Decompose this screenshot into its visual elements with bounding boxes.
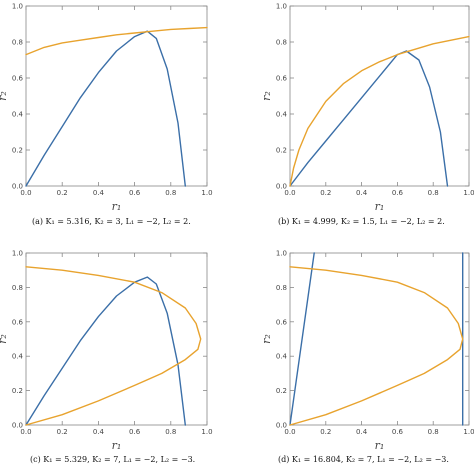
x-tick-label: 0.2 (320, 189, 331, 197)
y-tick-label: 0.2 (276, 147, 287, 155)
y-axis-label: r₂ (0, 334, 9, 344)
panel-0: 0.0 0.2 0.4 0.6 0.8 1.0 0.0 0.2 0.4 0.6 0.8 1.0 r₁ r₂… (0, 3, 213, 227)
y-tick-label: 0.4 (12, 111, 24, 119)
y-axis-label: r₂ (0, 91, 9, 101)
y-tick-label: 0.2 (12, 147, 23, 155)
y-tick-label: 0.0 (12, 183, 23, 191)
plot-frame (25, 252, 208, 426)
y-tick-label: 0.0 (276, 422, 287, 430)
panel-3: 0.0 0.2 0.4 0.6 0.8 1.0 0.0 0.2 0.4 0.6 0.8 1.0 r₁ r₂… (260, 250, 474, 465)
y-tick-label: 0.6 (12, 75, 24, 83)
x-tick-label: 1.0 (201, 428, 212, 436)
y-tick-label: 0.2 (12, 387, 23, 395)
y-tick-label: 0.0 (12, 422, 23, 430)
x-tick-label: 0.2 (57, 428, 68, 436)
x-tick-label: 0.8 (165, 189, 176, 197)
x-tick-label: 0.2 (320, 428, 331, 436)
x-axis-label: r₁ (375, 439, 385, 452)
panel-2: 0.0 0.2 0.4 0.6 0.8 1.0 0.0 0.2 0.4 0.6 0.8 1.0 r₁ r₂… (0, 250, 213, 465)
x-tick-label: 0.8 (428, 428, 439, 436)
series-line-0 (25, 276, 187, 426)
x-tick-label: 0.0 (20, 428, 31, 436)
x-axis-label: r₁ (112, 200, 122, 213)
series-line-1 (25, 26, 208, 56)
panel-1: 0.0 0.2 0.4 0.6 0.8 1.0 0.0 0.2 0.4 0.6 0.8 1.0 r₁ r₂… (260, 3, 474, 227)
y-tick-label: 1.0 (12, 250, 23, 258)
y-tick-label: 0.4 (276, 353, 288, 361)
y-tick-label: 0.0 (276, 183, 287, 191)
y-tick-label: 0.4 (276, 111, 288, 119)
plot-frame (289, 5, 470, 187)
panel-caption: (a) K₁ = 5.316, K₂ = 3, L₁ = −2, L₂ = 2. (32, 217, 191, 226)
x-tick-label: 0.6 (392, 189, 404, 197)
plot-frame (289, 252, 470, 426)
x-tick-label: 0.6 (392, 428, 404, 436)
plot-frame (25, 5, 208, 187)
y-tick-label: 0.4 (12, 353, 24, 361)
x-tick-label: 0.4 (356, 428, 368, 436)
x-tick-label: 0.8 (165, 428, 176, 436)
y-tick-label: 0.6 (276, 75, 288, 83)
y-tick-label: 1.0 (12, 3, 23, 11)
y-tick-label: 0.8 (276, 39, 287, 47)
y-tick-label: 0.2 (276, 387, 287, 395)
y-tick-label: 0.6 (276, 318, 288, 326)
x-tick-label: 0.4 (93, 428, 105, 436)
series-line-0 (25, 30, 187, 187)
panel-caption: (b) K₁ = 4.999, K₂ = 1.5, L₁ = −2, L₂ = … (278, 217, 445, 226)
y-tick-label: 1.0 (276, 250, 287, 258)
series-line-0 (289, 50, 449, 187)
series-line-2 (289, 266, 464, 426)
x-tick-label: 1.0 (463, 428, 474, 436)
x-tick-label: 0.0 (284, 189, 295, 197)
y-tick-label: 0.6 (12, 318, 24, 326)
x-tick-label: 0.2 (57, 189, 68, 197)
y-tick-label: 0.8 (12, 39, 23, 47)
series-line-1 (289, 35, 470, 187)
x-tick-label: 1.0 (201, 189, 212, 197)
panel-caption: (d) K₁ = 16.804, K₂ = 7, L₁ = −2, L₂ = −… (278, 455, 449, 464)
x-tick-label: 0.8 (428, 189, 439, 197)
x-tick-label: 0.0 (284, 428, 295, 436)
x-tick-label: 0.0 (20, 189, 31, 197)
y-tick-label: 0.8 (12, 284, 23, 292)
x-axis-label: r₁ (375, 200, 385, 213)
x-tick-label: 0.4 (93, 189, 105, 197)
y-tick-label: 0.8 (276, 284, 287, 292)
x-tick-label: 0.4 (356, 189, 368, 197)
y-axis-label: r₂ (260, 91, 273, 101)
panel-caption: (c) K₁ = 5.329, K₂ = 7, L₁ = −2, L₂ = −3… (30, 455, 195, 464)
y-axis-label: r₂ (260, 334, 273, 344)
y-tick-label: 1.0 (276, 3, 287, 11)
series-line-1 (25, 266, 202, 426)
x-tick-label: 0.6 (129, 428, 141, 436)
x-axis-label: r₁ (112, 439, 122, 452)
x-tick-label: 0.6 (129, 189, 141, 197)
series-line-0 (289, 252, 315, 426)
x-tick-label: 1.0 (463, 189, 474, 197)
